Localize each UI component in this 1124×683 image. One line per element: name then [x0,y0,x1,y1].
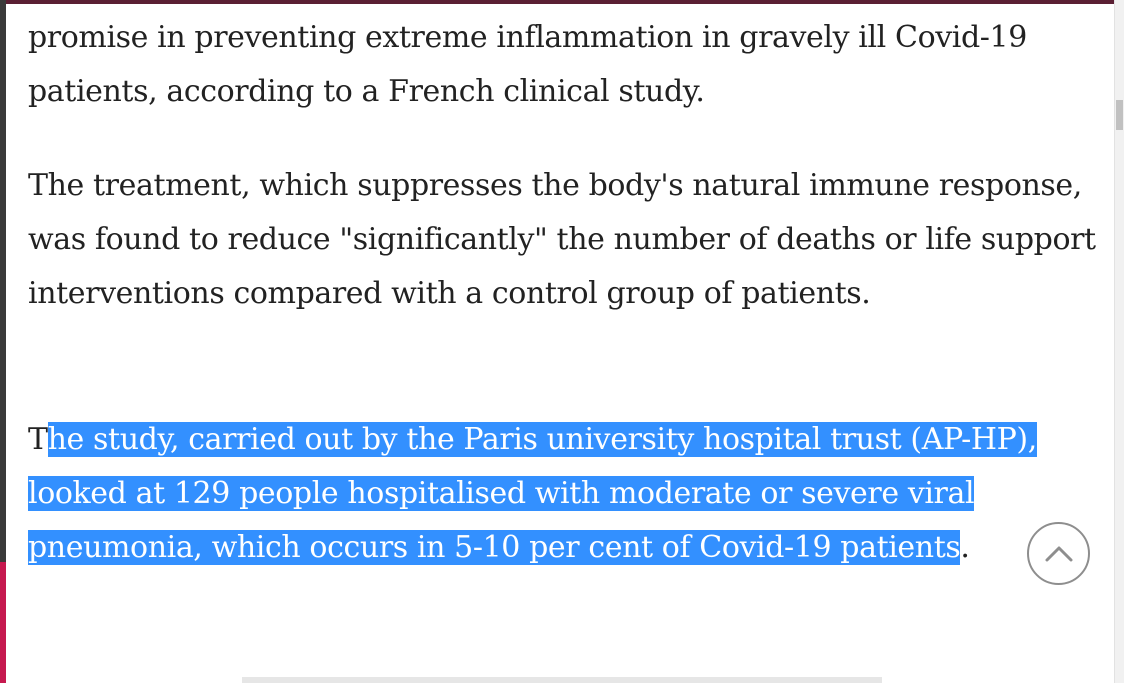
scroll-to-top-button[interactable] [1027,522,1090,585]
text-before-selection: T [28,422,48,457]
left-edge-accent [0,562,6,683]
bottom-content-bar [242,677,882,683]
chevron-up-icon [1045,546,1073,562]
article-paragraph: promise in preventing extreme inflammati… [28,20,1027,109]
article-paragraph: The treatment, which suppresses the body… [28,168,1096,311]
scrollbar-thumb[interactable] [1116,100,1123,130]
text-selection[interactable]: he study, carried out by the Paris unive… [28,422,1037,565]
article-paragraph-selected: The study, carried out by the Paris univ… [28,413,1098,575]
text-after-selection: . [960,530,970,565]
browser-top-strip [0,0,1124,4]
left-edge-bar [0,0,6,683]
page-scrollbar[interactable] [1114,0,1124,683]
article-body: promise in preventing extreme inflammati… [6,4,1114,683]
